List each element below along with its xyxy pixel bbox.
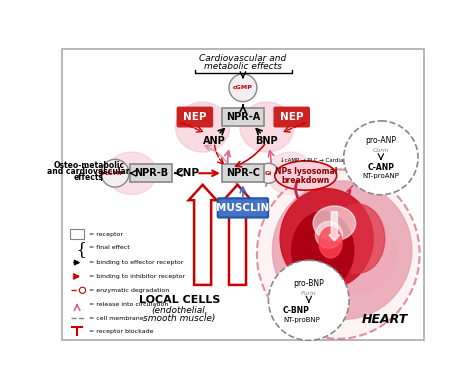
Text: NPR-B: NPR-B [134, 168, 168, 178]
Text: BNP: BNP [255, 136, 277, 146]
Text: NT-proANP: NT-proANP [363, 172, 399, 179]
Text: (endothelial,: (endothelial, [151, 306, 208, 315]
Text: = receptor blockade: = receptor blockade [90, 330, 154, 334]
FancyArrow shape [329, 212, 340, 241]
Text: NEP: NEP [183, 112, 207, 122]
Text: C-BNP: C-BNP [283, 306, 310, 315]
Circle shape [268, 260, 349, 340]
Text: pro-ANP: pro-ANP [365, 136, 396, 145]
Text: Corin: Corin [373, 149, 389, 153]
Ellipse shape [273, 181, 412, 320]
Text: = binding to effector receptor: = binding to effector receptor [90, 260, 184, 265]
Text: }: } [73, 239, 83, 256]
Text: Gi: Gi [265, 171, 272, 176]
Text: Furin: Furin [301, 291, 317, 296]
Ellipse shape [311, 216, 396, 293]
Text: pro-BNP: pro-BNP [293, 279, 324, 288]
Text: = final effect: = final effect [90, 246, 130, 250]
FancyBboxPatch shape [130, 164, 172, 182]
Circle shape [80, 287, 86, 293]
Circle shape [344, 121, 418, 195]
Text: breakdown: breakdown [282, 176, 330, 185]
Text: = receptor: = receptor [90, 232, 123, 236]
Ellipse shape [313, 206, 356, 241]
Ellipse shape [319, 227, 342, 258]
Text: = cell membrane: = cell membrane [90, 316, 144, 320]
Ellipse shape [257, 169, 419, 339]
FancyBboxPatch shape [274, 107, 309, 127]
Text: C-ANP: C-ANP [367, 162, 394, 172]
Ellipse shape [315, 221, 343, 248]
Text: smooth muscle): smooth muscle) [143, 314, 216, 323]
Ellipse shape [106, 152, 156, 194]
FancyArrow shape [224, 185, 251, 285]
Text: = enzymatic degradation: = enzymatic degradation [90, 288, 170, 293]
FancyArrow shape [189, 185, 217, 285]
Text: ↓cAMP → PLC → Cardiac effects?: ↓cAMP → PLC → Cardiac effects? [280, 158, 370, 162]
Ellipse shape [292, 212, 354, 289]
Text: NPs lysosomal: NPs lysosomal [274, 167, 337, 176]
Ellipse shape [275, 161, 337, 190]
Ellipse shape [280, 189, 373, 289]
Circle shape [229, 74, 257, 102]
Text: LOCAL CELLS: LOCAL CELLS [139, 295, 220, 305]
Text: NPR-C: NPR-C [226, 168, 260, 178]
Ellipse shape [330, 204, 385, 273]
Circle shape [258, 163, 279, 183]
Ellipse shape [267, 152, 313, 194]
Circle shape [101, 159, 129, 187]
Text: cGMP: cGMP [233, 85, 253, 90]
Text: effects: effects [73, 173, 104, 182]
Text: NEP: NEP [280, 112, 303, 122]
FancyBboxPatch shape [62, 49, 424, 340]
Text: HEART: HEART [362, 313, 408, 326]
Ellipse shape [175, 102, 230, 152]
Text: = binding to inhibitor receptor: = binding to inhibitor receptor [90, 274, 186, 279]
Text: NPR-A: NPR-A [226, 112, 260, 122]
FancyBboxPatch shape [177, 107, 212, 127]
Text: MUSCLIN: MUSCLIN [216, 203, 270, 213]
FancyBboxPatch shape [218, 198, 268, 218]
Text: ANP: ANP [203, 136, 226, 146]
Text: Osteo-metabolic: Osteo-metabolic [53, 161, 124, 170]
FancyBboxPatch shape [222, 108, 264, 126]
Text: = release into circulation: = release into circulation [90, 302, 169, 306]
Ellipse shape [240, 102, 294, 152]
FancyBboxPatch shape [70, 229, 84, 239]
Text: metabolic effects: metabolic effects [204, 62, 282, 70]
Text: and cardiovascular: and cardiovascular [47, 167, 130, 176]
Text: CNP: CNP [175, 168, 199, 178]
Text: Cardiovascular and: Cardiovascular and [199, 54, 287, 63]
Text: NT-proBNP: NT-proBNP [283, 316, 320, 323]
FancyBboxPatch shape [222, 164, 264, 182]
Text: cGMP: cGMP [105, 171, 125, 176]
